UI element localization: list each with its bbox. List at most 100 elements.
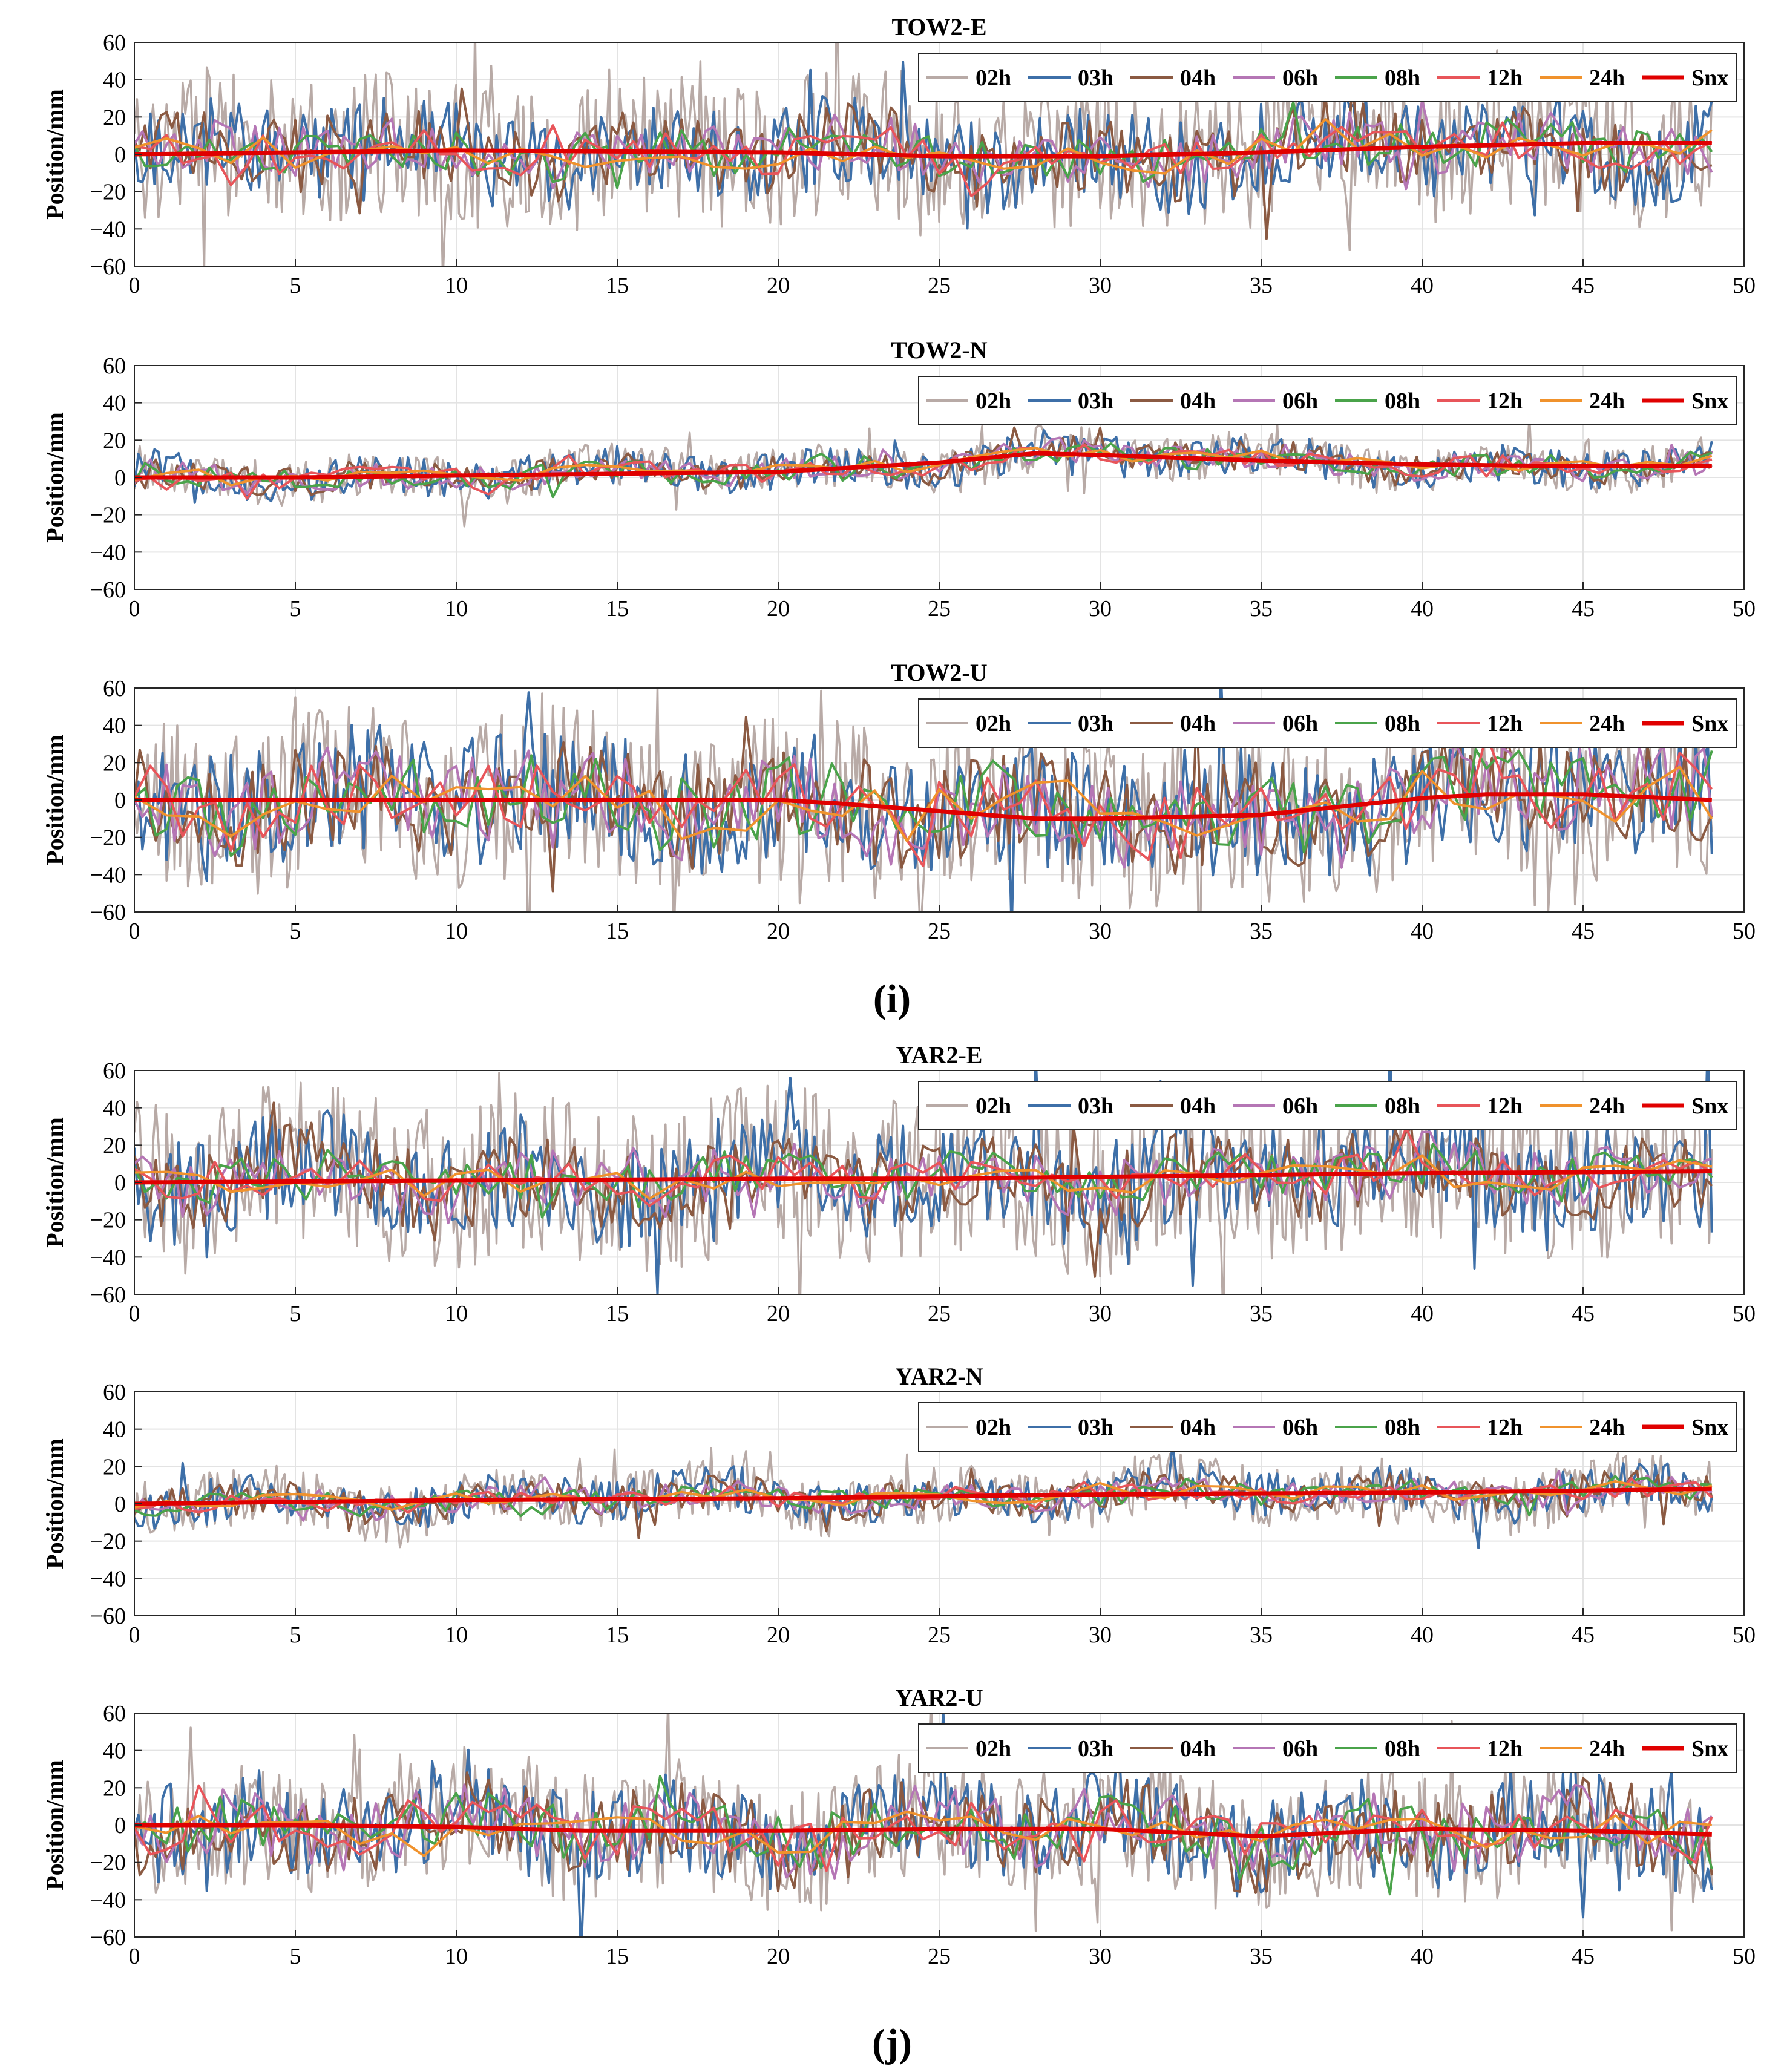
x-tick-label: 35 xyxy=(1250,919,1273,944)
legend-label-06h: 06h xyxy=(1282,1736,1318,1762)
x-tick-label: 30 xyxy=(1089,1301,1112,1326)
series-snx xyxy=(134,1486,1712,1506)
x-tick-label: 10 xyxy=(445,273,468,298)
series-snx xyxy=(134,1169,1712,1185)
x-tick-label: 40 xyxy=(1411,1301,1434,1326)
y-axis-label: Position/mm xyxy=(41,1117,68,1248)
x-tick-label: 45 xyxy=(1572,273,1595,298)
x-tick-label: 5 xyxy=(290,1301,301,1326)
y-tick-label: 20 xyxy=(103,1775,126,1801)
y-tick-label: −40 xyxy=(90,1887,126,1913)
panel-title: TOW2-N xyxy=(891,336,987,364)
x-tick-label: 20 xyxy=(767,596,790,621)
legend-label-02h: 02h xyxy=(976,711,1011,736)
y-tick-label: −40 xyxy=(90,862,126,888)
x-tick-label: 50 xyxy=(1733,919,1756,944)
legend-label-24h: 24h xyxy=(1589,1093,1625,1119)
x-tick-label: 45 xyxy=(1572,1301,1595,1326)
series-group xyxy=(134,1713,1713,1937)
series-06h xyxy=(134,1130,1713,1225)
x-tick-label: 30 xyxy=(1089,273,1112,298)
x-tick-label: 20 xyxy=(767,1622,790,1648)
y-tick-label: 0 xyxy=(114,1170,126,1196)
legend-label-06h: 06h xyxy=(1282,1093,1318,1119)
x-tick-label: 25 xyxy=(928,919,951,944)
group-label-j: (j) xyxy=(872,2021,912,2065)
x-tick-label: 50 xyxy=(1733,1622,1756,1648)
series-03h xyxy=(134,1070,1713,1294)
x-tick-label: 20 xyxy=(767,1301,790,1326)
legend-label-24h: 24h xyxy=(1589,711,1625,736)
legend-label-04h: 04h xyxy=(1180,65,1216,91)
x-tick-label: 10 xyxy=(445,919,468,944)
y-tick-label: 60 xyxy=(103,353,126,379)
x-tick-label: 15 xyxy=(606,1622,629,1648)
y-tick-label: 0 xyxy=(114,1492,126,1517)
y-tick-label: −60 xyxy=(90,1604,126,1629)
series-03h xyxy=(134,61,1713,230)
x-tick-label: 40 xyxy=(1411,596,1434,621)
series-08h xyxy=(134,748,1713,857)
y-tick-label: 0 xyxy=(114,465,126,491)
y-tick-label: −60 xyxy=(90,577,126,603)
legend-label-snx: Snx xyxy=(1691,1093,1728,1119)
y-tick-label: −20 xyxy=(90,825,126,851)
y-tick-label: 40 xyxy=(103,1096,126,1121)
x-tick-label: 40 xyxy=(1411,273,1434,298)
y-tick-label: −60 xyxy=(90,900,126,925)
x-tick-label: 50 xyxy=(1733,596,1756,621)
x-tick-label: 15 xyxy=(606,1944,629,1969)
x-tick-label: 0 xyxy=(129,1301,140,1326)
legend-label-02h: 02h xyxy=(976,65,1011,91)
y-tick-label: 20 xyxy=(103,428,126,453)
x-tick-label: 5 xyxy=(290,596,301,621)
x-tick-label: 30 xyxy=(1089,1944,1112,1969)
legend-label-02h: 02h xyxy=(976,388,1011,414)
x-tick-label: 45 xyxy=(1572,1944,1595,1969)
y-tick-label: −20 xyxy=(90,180,126,205)
legend-label-06h: 06h xyxy=(1282,388,1318,414)
y-tick-label: 20 xyxy=(103,105,126,130)
series-snx xyxy=(134,451,1712,480)
series-12h xyxy=(134,1784,1713,1872)
x-tick-label: 0 xyxy=(129,273,140,298)
x-tick-label: 20 xyxy=(767,1944,790,1969)
y-axis-label: Position/mm xyxy=(41,1438,68,1569)
y-tick-label: 40 xyxy=(103,68,126,93)
y-tick-label: 0 xyxy=(114,1813,126,1838)
y-tick-label: 60 xyxy=(103,1380,126,1405)
legend-label-08h: 08h xyxy=(1385,1736,1420,1762)
x-tick-label: 0 xyxy=(129,919,140,944)
panel-yar2-n: 0 5 10 15 20 25 30 35 40 45 50 60 40 20 0 −20 −40 −60 YAR2… xyxy=(41,1363,1756,1648)
y-tick-label: 60 xyxy=(103,30,126,56)
x-tick-label: 35 xyxy=(1250,1622,1273,1648)
x-tick-label: 15 xyxy=(606,596,629,621)
x-tick-label: 50 xyxy=(1733,1301,1756,1326)
series-group xyxy=(134,688,1713,912)
legend-label-04h: 04h xyxy=(1180,711,1216,736)
x-tick-label: 0 xyxy=(129,596,140,621)
legend-label-snx: Snx xyxy=(1691,1736,1728,1762)
x-tick-label: 35 xyxy=(1250,1301,1273,1326)
x-tick-label: 45 xyxy=(1572,1622,1595,1648)
panel-tow2-e: 0 5 10 15 20 25 30 35 40 45 50 60 40 20 0 −20 −40 −60 TOW2… xyxy=(41,13,1756,298)
panel-title: TOW2-U xyxy=(891,659,987,686)
group-label-i: (i) xyxy=(873,977,911,1021)
y-tick-label: −60 xyxy=(90,254,126,280)
legend-label-03h: 03h xyxy=(1078,1736,1113,1762)
legend-label-12h: 12h xyxy=(1487,711,1523,736)
series-group xyxy=(134,416,1713,528)
y-tick-label: −40 xyxy=(90,217,126,242)
legend-label-08h: 08h xyxy=(1385,711,1420,736)
legend-label-02h: 02h xyxy=(976,1736,1011,1762)
x-tick-label: 5 xyxy=(290,1622,301,1648)
x-tick-label: 5 xyxy=(290,273,301,298)
legend: 02h 03h 04h 06h 08h 12h 24h Snx xyxy=(918,1081,1737,1130)
legend-label-snx: Snx xyxy=(1691,65,1728,91)
x-tick-label: 25 xyxy=(928,273,951,298)
y-tick-label: 40 xyxy=(103,391,126,416)
y-tick-label: −20 xyxy=(90,1851,126,1876)
y-tick-label: 40 xyxy=(103,1739,126,1764)
legend-label-12h: 12h xyxy=(1487,1415,1523,1440)
series-snx xyxy=(134,141,1712,159)
